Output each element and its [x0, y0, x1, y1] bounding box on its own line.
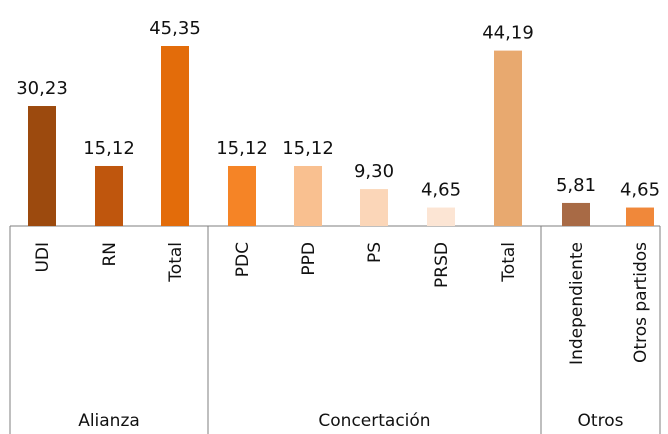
data-label: 15,12: [282, 138, 334, 159]
data-label: 15,12: [216, 138, 268, 159]
data-label: 45,35: [149, 18, 201, 39]
data-label: 4,65: [620, 180, 660, 201]
group-label: Otros: [578, 411, 624, 431]
data-label: 9,30: [354, 161, 394, 182]
category-label: Independiente: [567, 242, 587, 365]
category-label: UDI: [33, 242, 53, 273]
group-label: Concertación: [318, 411, 430, 431]
category-label: Total: [166, 242, 186, 283]
category-label: PS: [365, 242, 385, 263]
category-label: RN: [100, 242, 120, 267]
bar-concertación-ppd: [294, 165, 322, 226]
bar-alianza-udi: [28, 106, 56, 226]
category-label: Otros partidos: [631, 242, 651, 363]
category-label: PRSD: [432, 242, 452, 288]
bar-alianza-total: [161, 46, 189, 226]
data-label: 44,19: [482, 23, 534, 44]
bar-otros-otros-partidos: [626, 207, 654, 226]
bar-otros-independiente: [562, 202, 590, 226]
data-label: 30,23: [16, 78, 68, 99]
category-label: PPD: [299, 242, 319, 276]
group-label: Alianza: [78, 411, 140, 431]
data-label: 5,81: [556, 175, 596, 196]
bar-alianza-rn: [95, 165, 123, 226]
bar-concertación-pdc: [228, 165, 256, 226]
category-label: PDC: [233, 242, 253, 277]
bar-concertación-ps: [360, 189, 388, 226]
bar-concertación-prsd: [427, 207, 455, 226]
data-label: 15,12: [83, 138, 135, 159]
bar-concertación-total: [494, 50, 522, 227]
category-label: Total: [499, 242, 519, 283]
data-label: 4,65: [421, 180, 461, 201]
